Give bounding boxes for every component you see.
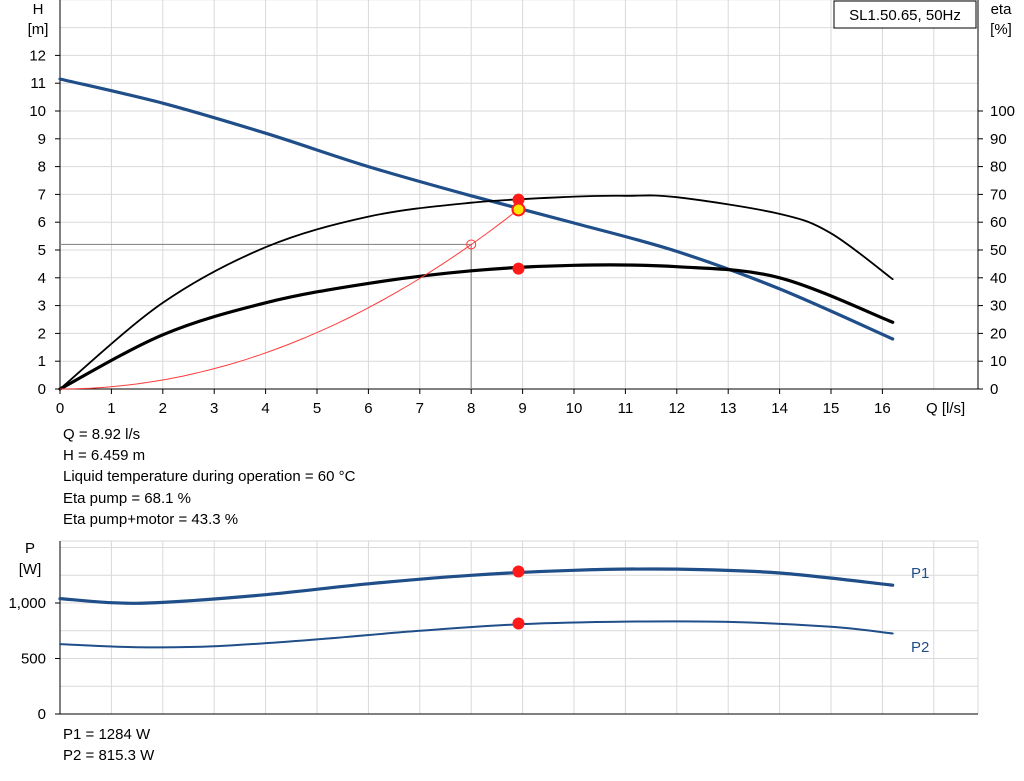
x-tick-label: 3 bbox=[210, 400, 218, 417]
x-tick-label: 10 bbox=[566, 400, 583, 417]
y-left-tick-label: 4 bbox=[38, 270, 46, 287]
p2-readout: P2 = 815.3 W bbox=[63, 747, 155, 765]
bottom-chart-labels: 0 500 1,000 P [W] P1 P2 bbox=[8, 540, 929, 723]
x-tick-label: 12 bbox=[668, 400, 685, 417]
p2-curve bbox=[59, 620, 894, 649]
power-info: P1 = 1284 W P2 = 815.3 W bbox=[63, 724, 154, 766]
x-tick-label: 8 bbox=[467, 400, 475, 417]
design-point-marker bbox=[466, 239, 477, 250]
y-right-tick-label: 60 bbox=[990, 214, 1007, 231]
y-left-axis-title: H bbox=[33, 1, 44, 18]
bottom-chart-curves bbox=[58, 565, 895, 649]
p2-series-label: P2 bbox=[911, 639, 929, 656]
system-curve bbox=[59, 209, 519, 390]
eta-pump-motor-readout: Eta pump+motor = 43.3 % bbox=[63, 510, 239, 528]
y-right-tick-label: 100 bbox=[990, 103, 1015, 120]
x-tick-label: 13 bbox=[720, 400, 737, 417]
power-axis-unit: [W] bbox=[19, 561, 42, 578]
flow-readout: Q = 8.92 l/s bbox=[63, 426, 141, 443]
head-readout: H = 6.459 m bbox=[63, 447, 146, 465]
x-tick-label: 15 bbox=[823, 400, 840, 417]
y-left-tick-label: 7 bbox=[38, 186, 46, 203]
head-curve bbox=[58, 77, 895, 341]
eta-pump-motor-point-marker bbox=[512, 262, 525, 275]
y-right-tick-label: 50 bbox=[990, 242, 1007, 259]
y-right-tick-label: 90 bbox=[990, 131, 1007, 148]
operating-point-info: Q = 8.92 l/s H = 6.459 m Liquid temperat… bbox=[63, 424, 355, 530]
x-tick-label: 4 bbox=[261, 400, 269, 417]
top-chart-labels: 0 1 2 3 4 5 6 7 8 9 10 11 12 13 14 15 160123456789101112… bbox=[28, 0, 1015, 417]
y-left-tick-label: 6 bbox=[38, 214, 46, 231]
x-tick-label: 7 bbox=[416, 400, 424, 417]
p1-series-label: P1 bbox=[911, 565, 929, 582]
duty-point-marker bbox=[511, 202, 526, 217]
y-left-tick-label: 1 bbox=[38, 353, 46, 370]
x-tick-label: 2 bbox=[159, 400, 167, 417]
y-right-axis-unit: [%] bbox=[990, 21, 1012, 38]
y-left-tick-label: 10 bbox=[29, 103, 46, 120]
eta-pump-readout: Eta pump = 68.1 % bbox=[63, 489, 191, 507]
y-left-axis-unit: [m] bbox=[28, 21, 49, 38]
y-left-tick-label: 2 bbox=[38, 325, 46, 342]
bottom-y-tick-label: 1,000 bbox=[8, 595, 46, 612]
y-right-tick-label: 20 bbox=[990, 325, 1007, 342]
x-tick-label: 6 bbox=[364, 400, 372, 417]
x-tick-label: 16 bbox=[874, 400, 891, 417]
bottom-y-tick-label: 500 bbox=[21, 651, 46, 668]
x-tick-label: 5 bbox=[313, 400, 321, 417]
eta-pump-curve bbox=[59, 194, 894, 390]
y-left-tick-label: 12 bbox=[29, 47, 46, 64]
y-left-tick-label: 0 bbox=[38, 381, 46, 398]
chart-title: SL1.50.65, 50Hz bbox=[849, 7, 961, 24]
x-tick-label: 11 bbox=[618, 400, 634, 417]
x-tick-label: 1 bbox=[107, 400, 115, 417]
x-tick-label: 9 bbox=[518, 400, 526, 417]
y-right-tick-label: 40 bbox=[990, 270, 1007, 287]
y-left-tick-label: 8 bbox=[38, 159, 46, 176]
liquid-temperature-readout: Liquid temperature during operation = 60… bbox=[63, 468, 356, 486]
bottom-y-tick-label: 0 bbox=[38, 706, 46, 723]
p2-point-marker bbox=[512, 617, 525, 630]
x-tick-label: 0 bbox=[56, 400, 64, 417]
x-tick-label: 14 bbox=[771, 400, 788, 417]
y-left-tick-label: 3 bbox=[38, 298, 46, 315]
p1-readout: P1 = 1284 W bbox=[63, 726, 151, 743]
power-axis-title: P bbox=[25, 540, 35, 557]
y-right-tick-label: 80 bbox=[990, 159, 1007, 176]
y-left-tick-label: 11 bbox=[30, 75, 46, 92]
top-chart-curves bbox=[58, 77, 895, 391]
y-right-tick-label: 10 bbox=[990, 353, 1007, 370]
y-left-tick-label: 9 bbox=[38, 131, 46, 148]
p1-point-marker bbox=[512, 565, 525, 578]
y-right-tick-label: 70 bbox=[990, 186, 1007, 203]
eta-pump-motor-curve bbox=[58, 263, 895, 391]
y-right-tick-label: 30 bbox=[990, 298, 1007, 315]
y-left-tick-label: 5 bbox=[38, 242, 46, 259]
y-right-axis-title: eta bbox=[991, 1, 1013, 18]
y-right-tick-label: 0 bbox=[990, 381, 998, 398]
title-box bbox=[833, 0, 977, 29]
p1-curve bbox=[58, 567, 895, 605]
top-chart-grid bbox=[55, 0, 983, 394]
x-axis-title: Q [l/s] bbox=[926, 400, 965, 417]
